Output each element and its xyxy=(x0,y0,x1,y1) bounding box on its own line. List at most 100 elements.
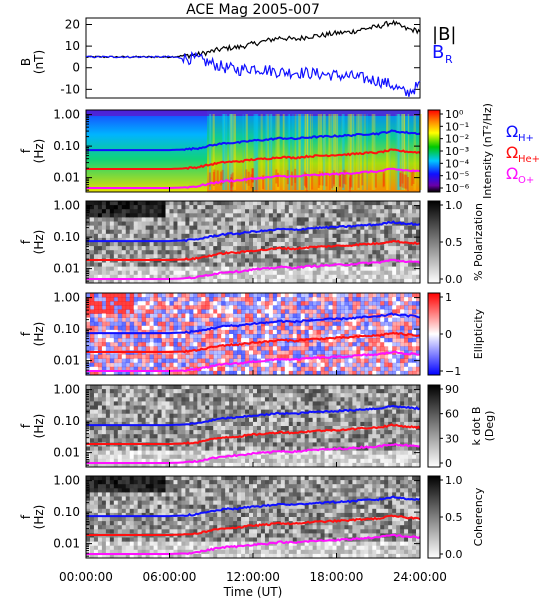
spectrogram-cell xyxy=(161,209,166,214)
spectrogram-cell xyxy=(193,205,198,210)
spectrogram-cell xyxy=(308,201,314,206)
spectrogram-cell xyxy=(185,278,190,284)
spectrogram-cell xyxy=(113,401,119,406)
spectrogram-cell xyxy=(332,454,337,460)
spectrogram-cell xyxy=(149,462,154,468)
spectrogram-cell xyxy=(233,454,238,460)
spectrogram-cell xyxy=(376,370,381,376)
spectrogram-cell xyxy=(268,242,274,247)
spectrogram-cell xyxy=(153,242,158,247)
spectrogram-cell xyxy=(197,293,202,298)
spectrogram-cell xyxy=(272,242,278,247)
spectrogram-cell xyxy=(225,246,230,251)
spectrogram-cell xyxy=(177,458,182,464)
spectrogram-cell xyxy=(177,417,182,423)
spectrogram-cell xyxy=(404,274,409,280)
spectrogram-low-freq-burst xyxy=(401,173,404,188)
spectrogram-cell xyxy=(133,321,139,327)
spectrogram-cell xyxy=(356,278,361,284)
spectrogram-cell xyxy=(304,350,310,355)
spectrogram-cell xyxy=(300,262,306,267)
spectrogram-cell xyxy=(332,417,337,423)
spectrogram-cell xyxy=(288,237,294,243)
spectrogram-cell xyxy=(304,270,310,276)
spectrogram-cell xyxy=(284,221,290,226)
spectrogram-cell xyxy=(388,213,393,218)
spectrogram-cell xyxy=(288,217,294,222)
spectrogram-cell xyxy=(205,354,210,359)
spectrogram-cell xyxy=(328,405,333,410)
spectrogram-cell xyxy=(153,458,158,464)
spectrogram-cell xyxy=(93,438,99,443)
spectrogram-cell xyxy=(89,409,95,415)
spectrogram-cell xyxy=(221,334,226,339)
spectrogram-cell xyxy=(185,201,190,206)
spectrogram-cell xyxy=(324,305,329,310)
spectrogram-cell xyxy=(105,354,111,359)
spectrogram-cell xyxy=(336,301,341,306)
spectrogram-cell xyxy=(237,221,242,226)
spectrogram-cell xyxy=(185,301,190,306)
spectrogram-low-freq-burst xyxy=(328,175,331,190)
spectrogram-cell xyxy=(296,389,302,394)
spectrogram-cell xyxy=(284,334,290,339)
panel-b-ytick-label: -10 xyxy=(60,82,80,96)
spectrogram-cell xyxy=(272,426,278,431)
spectrogram-cell xyxy=(86,270,91,276)
spectrogram-cell xyxy=(181,362,186,368)
spectrogram-cell xyxy=(296,401,302,406)
spectrogram-cell xyxy=(221,254,226,259)
spectrogram-cell xyxy=(129,313,135,318)
spectrogram-cell xyxy=(280,385,286,390)
spectrogram-cell xyxy=(217,358,222,364)
spectrogram-cell xyxy=(86,250,91,255)
spectrogram-cell xyxy=(348,301,353,306)
spectrogram-cell xyxy=(324,278,329,284)
spectrogram-cell xyxy=(412,317,417,323)
spectrogram-cell xyxy=(185,309,190,314)
spectrogram-cell xyxy=(101,362,107,368)
spectrogram-low-freq-burst xyxy=(374,173,377,188)
spectrogram-cell xyxy=(169,370,174,376)
spectrogram-cell xyxy=(256,417,262,423)
spectrogram-cell xyxy=(209,237,214,243)
spectrogram-cell xyxy=(356,329,361,335)
spectrogram-cell xyxy=(340,350,345,355)
spectrogram-cell xyxy=(189,301,194,306)
spectrogram-cell xyxy=(241,254,246,259)
spectrogram-cell xyxy=(153,270,158,276)
spectrogram-cell xyxy=(145,242,151,247)
spectrogram-cell xyxy=(129,205,135,210)
spectrogram-cell xyxy=(300,250,306,255)
spectrogram-cell xyxy=(249,258,254,263)
spectrogram-cell xyxy=(368,250,373,255)
spectrogram-cell xyxy=(209,225,214,231)
spectrogram-cell xyxy=(105,217,111,222)
spectrogram-streak xyxy=(351,114,354,190)
spectrogram-cell xyxy=(149,454,154,460)
spectrogram-cell xyxy=(153,301,158,306)
spectrogram-cell xyxy=(97,354,103,359)
spectrogram-cell xyxy=(308,254,314,259)
spectrogram-cell xyxy=(141,274,147,280)
spectrogram-cell xyxy=(332,462,337,468)
spectrogram-cell xyxy=(264,366,270,372)
spectrogram-cell xyxy=(129,270,135,276)
spectrogram-cell xyxy=(145,305,151,310)
spectrogram-cell xyxy=(404,366,409,372)
spectrogram-cell xyxy=(356,250,361,255)
spectrogram-cell xyxy=(360,305,365,310)
spectrogram-cell xyxy=(344,201,349,206)
spectrogram-cell xyxy=(312,250,318,255)
spectrogram-cell xyxy=(276,278,282,284)
spectrogram-cell xyxy=(149,229,154,235)
spectrogram-cell xyxy=(336,278,341,284)
spectrogram-cell xyxy=(253,242,258,247)
spectrogram-cell xyxy=(86,430,91,435)
spectrogram-cell xyxy=(233,385,238,390)
legend-btot: |B| xyxy=(432,24,456,45)
spectrogram-cell xyxy=(181,205,186,210)
spectrogram-cell xyxy=(304,370,310,376)
spectrogram-cell xyxy=(296,313,302,318)
spectrogram-cell xyxy=(225,350,230,355)
